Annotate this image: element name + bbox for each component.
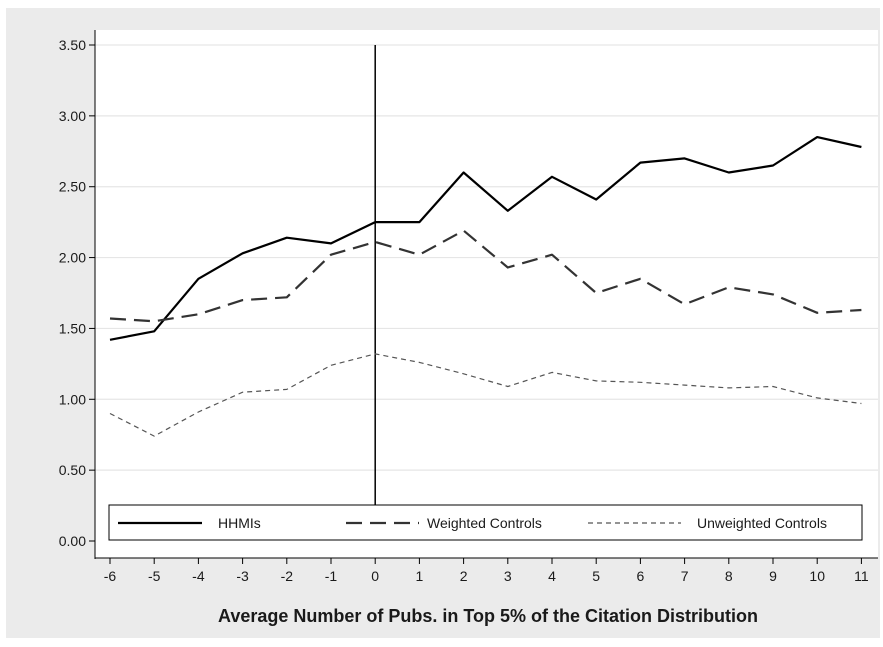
legend-box: [108, 504, 863, 541]
x-tick-label-13: 7: [681, 568, 689, 584]
x-tick-label-17: 11: [854, 568, 869, 584]
x-tick-label-16: 10: [809, 568, 825, 584]
y-tick-label-1: 0.50: [59, 462, 86, 478]
x-tick-label-4: -2: [281, 568, 294, 584]
y-tick-label-7: 3.50: [59, 37, 86, 53]
legend-label-weighted-controls: Weighted Controls: [427, 515, 542, 531]
x-tick-label-15: 9: [769, 568, 777, 584]
x-tick-label-5: -1: [325, 568, 338, 584]
series-line-hhmis: [109, 136, 862, 341]
line-chart: 0.000.501.001.502.002.503.003.50 -6 -5 -4-…: [59, 30, 878, 626]
x-tick-label-8: 2: [460, 568, 468, 584]
plot-area: [95, 30, 878, 558]
y-tick-label-0: 0.00: [59, 533, 86, 549]
x-tick-label-3: -3: [236, 568, 249, 584]
y-tick-label-4: 2.00: [59, 250, 86, 266]
y-tick-label-6: 3.00: [59, 108, 86, 124]
legend: HHMIs Weighted Controls Unweighted Control…: [108, 504, 863, 541]
x-tick-label-11: 5: [592, 568, 600, 584]
x-tick-label-6: 0: [371, 568, 379, 584]
y-tick-label-2: 1.00: [59, 391, 86, 407]
x-tick-label-1: -5: [148, 568, 161, 584]
series-lines: [109, 136, 862, 437]
chart-background: 0.00 0.50 1.00 1.50 2.00 2.50 3.00 3.50 -6 -5 -4-…: [6, 8, 880, 638]
axes: [94, 30, 878, 559]
x-tick-label-10: 4: [548, 568, 556, 584]
legend-label-hhmis: HHMIs: [218, 515, 261, 531]
x-tick-label-7: 1: [416, 568, 424, 584]
y-axis-ticks: 0.00 0.50 1.00 1.50 2.00 2.50 3.00 3.50: [59, 37, 95, 549]
x-tick-label-12: 6: [637, 568, 645, 584]
x-tick-label-9: 3: [504, 568, 512, 584]
x-axis-ticks: -6 -5 -4 -3 -2 -1 0 1 2 3 4 5 6 7 8 9 10 11: [104, 558, 869, 584]
x-tick-label-0: -6: [104, 568, 117, 584]
x-axis-label: Average Number of Pubs. in Top 5% of the…: [218, 606, 758, 626]
legend-label-unweighted-controls: Unweighted Controls: [697, 515, 827, 531]
y-tick-label-5: 2.50: [59, 179, 86, 195]
x-tick-label-14: 8: [725, 568, 733, 584]
series-line-weighted-controls: [109, 229, 862, 323]
y-tick-label-3: 1.50: [59, 320, 86, 336]
x-tick-label-2: -4: [192, 568, 205, 584]
